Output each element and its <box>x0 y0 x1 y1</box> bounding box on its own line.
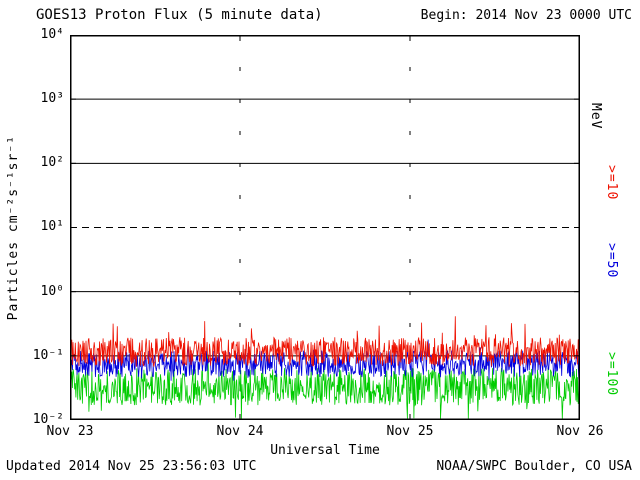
y-tick: 10⁻¹ <box>32 348 64 363</box>
mev-unit-label: MeV <box>588 103 603 130</box>
x-tick: Nov 25 <box>386 424 434 439</box>
x-tick: Nov 26 <box>556 424 604 439</box>
series-label-ge50: >=50 <box>604 243 619 279</box>
x-tick: Nov 23 <box>46 424 94 439</box>
y-tick: 10⁰ <box>40 284 64 299</box>
y-axis-label-text: Particles cm⁻²s⁻¹sr⁻¹ <box>5 134 21 321</box>
y-tick: 10⁴ <box>40 27 64 42</box>
chart-title: GOES13 Proton Flux (5 minute data) <box>36 7 323 23</box>
updated-timestamp: Updated 2014 Nov 25 23:56:03 UTC <box>6 459 257 474</box>
x-axis-label: Universal Time <box>270 443 380 458</box>
series-label-ge10: >=10 <box>604 165 619 201</box>
y-tick: 10² <box>40 155 64 170</box>
source-credit: NOAA/SWPC Boulder, CO USA <box>436 459 632 474</box>
y-tick: 10¹ <box>40 219 64 234</box>
y-tick: 10³ <box>40 91 64 106</box>
series-label-ge100: >=100 <box>604 352 619 397</box>
begin-timestamp: Begin: 2014 Nov 23 0000 UTC <box>420 8 632 23</box>
y-tick: 10⁻² <box>32 412 64 427</box>
x-tick: Nov 24 <box>216 424 264 439</box>
plot-area <box>70 35 580 420</box>
